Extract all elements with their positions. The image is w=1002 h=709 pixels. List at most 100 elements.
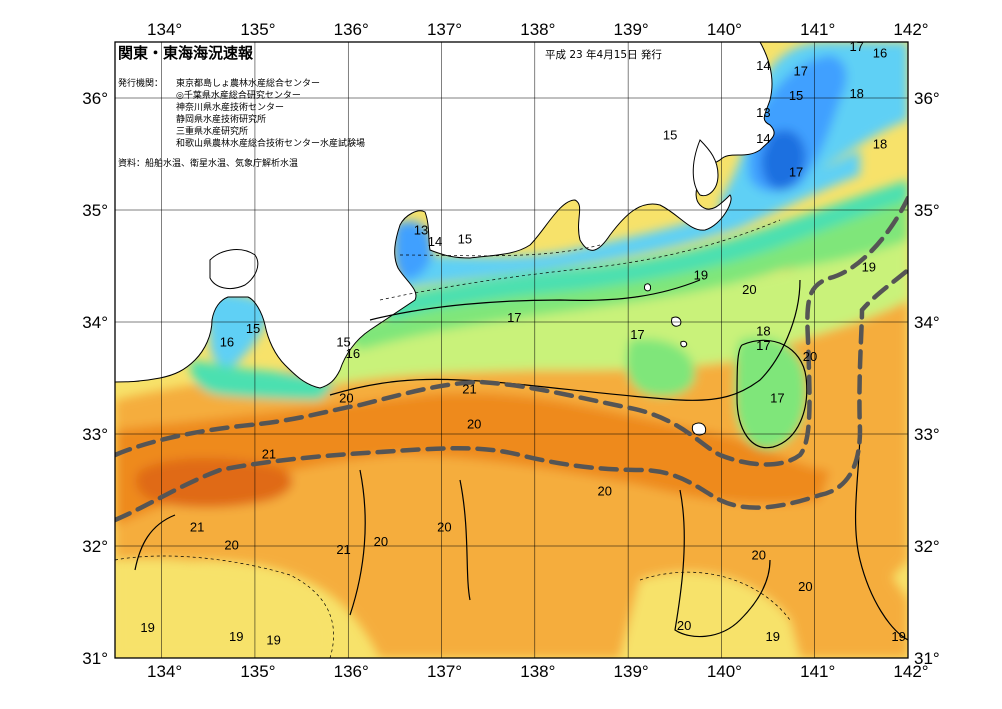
longitude-label: 141° [800,20,835,39]
isotherm-label: 18 [849,86,863,101]
latitude-label: 35° [914,201,940,220]
isotherm-label: 17 [630,327,644,342]
isotherm-label: 17 [507,310,521,325]
isotherm-20-se [854,429,908,641]
longitude-label: 135° [240,20,275,39]
longitude-label: 141° [800,662,835,681]
isotherm-label: 15 [336,335,350,350]
latitude-labels-left: 36° 35° 34° 33° 32° 31° [82,89,108,668]
longitude-label: 137° [427,20,462,39]
temp-zone-22 [135,458,293,508]
isotherm-label: 19 [694,267,708,282]
isotherm-label: 20 [339,391,353,406]
isotherm-label: 19 [891,629,905,644]
isotherm-label: 21 [462,382,476,397]
kuroshio-north-bound [115,195,908,467]
temp-zone-21 [115,392,830,525]
land [115,42,775,436]
temp-zone-osaka-bay [205,292,270,367]
isotherm-label: 16 [873,46,887,61]
isotherm-label: 18 [756,323,770,338]
isotherm-label: 20 [374,534,388,549]
land-boso [692,139,719,197]
isotherm-label: 20 [803,349,817,364]
issue-date: 平成 23 年4月15日 発行 [545,48,662,61]
isotherm-label: 19 [140,620,154,635]
latitude-label: 35° [82,201,108,220]
isotherm-label: 17 [849,39,863,54]
agency-list: 東京都島しょ農林水産総合センター◎千葉県水産総合研究センター神奈川県水産技術セン… [176,77,365,149]
longitude-labels-bottom: 134° 135° 136° 137° 138° 139° 140° 141° 142° [147,662,929,681]
longitude-label: 137° [427,662,462,681]
longitude-label: 140° [707,20,742,39]
longitude-labels-top: 134° 135° 136° 137° 138° 139° 140° 141° 142° [147,20,929,39]
agency-name: ◎千葉県水産総合研究センター [176,89,301,101]
temp-zone-19-sw [115,558,334,658]
latitude-label: 33° [82,425,108,444]
isotherm-20-north [134,279,801,571]
isotherm-label: 13 [756,105,770,120]
land-miyake [680,340,688,348]
latitude-label: 34° [82,313,108,332]
isotherm-label: 16 [220,335,234,350]
data-source: 資料：船舶水温、衛星水温、気象庁解析水温 [118,157,298,169]
temp-zone-17 [340,195,908,350]
isotherm-label: 20 [798,579,812,594]
isotherms [134,279,908,641]
map-title: 関東・東海海況速報 [118,44,254,62]
isotherm-label: 14 [756,131,770,146]
isotherm-ring-17 [736,339,808,449]
temp-zone-17-island [735,336,807,450]
temp-zone-19-se [620,572,800,658]
latitude-labels-right: 36° 35° 34° 33° 32° 31° [914,89,940,668]
latitude-label: 36° [914,89,940,108]
isotherm-label: 17 [770,391,784,406]
land-izu-oshima [671,316,682,327]
longitude-label: 134° [147,662,182,681]
land-awaji [209,249,259,289]
graticule [115,42,908,658]
isotherm-label: 20 [751,547,765,562]
isotherm-label: 21 [190,519,204,534]
isotherm-label: 21 [262,447,276,462]
land-hachijo [691,422,707,436]
isotherm-label: 13 [414,223,428,238]
isotherm-label: 17 [756,338,770,353]
agencies-label: 発行機関： [118,77,163,89]
temp-zone-16 [380,180,908,320]
map-frame [114,41,909,659]
isotherm-label: 20 [437,519,451,534]
longitude-label: 142° [893,662,928,681]
isotherm-label: 14 [428,234,442,249]
isotherm-label: 19 [266,633,280,648]
latitude-label: 32° [914,537,940,556]
latitude-label: 31° [82,649,108,668]
isotherm-label: 20 [742,282,756,297]
isotherm-label: 15 [789,88,803,103]
temp-zone-kii-coast [190,360,335,400]
latitude-label: 31° [914,649,940,668]
isotherm-label: 17 [789,164,803,179]
kuroshio-axis [115,195,908,523]
longitude-label: 136° [334,20,369,39]
agency-name: 和歌山県農林水産総合技術センター水産試験場 [176,137,365,149]
longitude-label: 134° [147,20,182,39]
agency-name: 静岡県水産技術研究所 [176,113,266,125]
agency-name: 三重県水産研究所 [176,125,248,137]
isotherm-label: 20 [677,618,691,633]
longitude-label: 139° [614,662,649,681]
longitude-label: 138° [520,662,555,681]
longitude-label: 138° [520,20,555,39]
isotherm-label: 19 [862,260,876,275]
land-kouzu [644,283,651,292]
isotherm-17 [369,279,701,321]
dashed-isotherms [115,219,791,658]
longitude-label: 139° [614,20,649,39]
longitude-label: 140° [707,662,742,681]
latitude-label: 33° [914,425,940,444]
temp-zone-15 [400,150,860,290]
isotherm-label: 16 [346,346,360,361]
longitude-label: 142° [893,20,928,39]
isotherm-label: 15 [458,232,472,247]
